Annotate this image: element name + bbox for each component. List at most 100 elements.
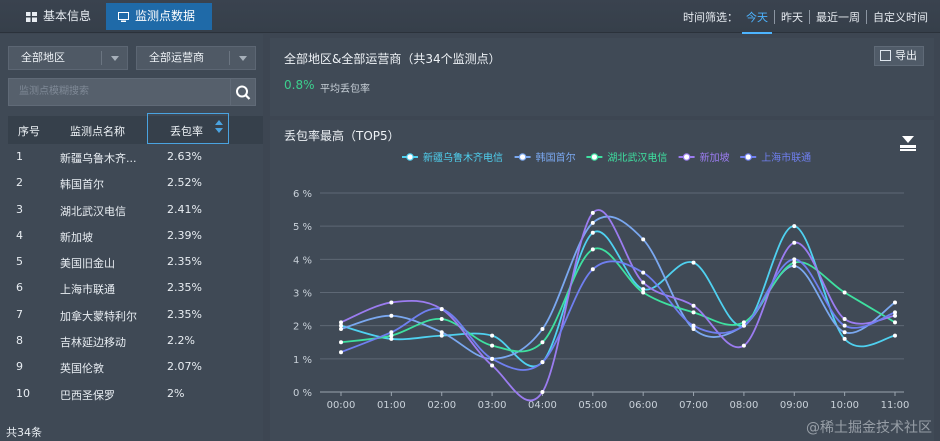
data-point	[641, 290, 646, 295]
row-loss-rate: 2.35%	[167, 255, 202, 269]
top-bar: 基本信息 监测点数据 时间筛选： 今天 昨天 最近一周 自定义时间	[0, 0, 940, 34]
data-point	[490, 343, 495, 348]
row-index: 10	[16, 386, 30, 400]
legend-label: 上海市联通	[761, 151, 811, 164]
data-point	[893, 320, 897, 325]
table-row[interactable]: 6 上海市联通 2.35%	[8, 277, 258, 303]
data-point	[893, 300, 897, 305]
y-tick-label: 3 %	[293, 289, 312, 300]
data-point	[490, 363, 495, 368]
row-index: 3	[16, 202, 23, 216]
header-name: 监测点名称	[70, 125, 125, 138]
carrier-select[interactable]: 全部运营商	[136, 46, 256, 70]
data-point	[792, 240, 797, 245]
series-line	[340, 225, 896, 368]
time-option-today[interactable]: 今天	[740, 9, 774, 34]
row-name: 新加坡	[60, 230, 93, 244]
data-point	[842, 317, 847, 322]
table-body: 1 新疆乌鲁木齐... 2.63% 2 韩国首尔 2.52% 3 湖北武汉电信 2.41% 4 新加…	[8, 146, 258, 409]
table-row[interactable]: 2 韩国首尔 2.52%	[8, 172, 258, 198]
row-loss-rate: 2.41%	[167, 202, 202, 216]
legend-swatch-dot	[744, 153, 753, 161]
row-name: 加拿大蒙特利尔	[60, 309, 137, 323]
table-row[interactable]: 3 湖北武汉电信 2.41%	[8, 199, 258, 225]
data-point	[691, 303, 696, 308]
data-point	[339, 323, 343, 328]
time-option-yesterday[interactable]: 昨天	[781, 10, 803, 24]
region-select[interactable]: 全部地区	[8, 46, 128, 70]
data-point	[691, 260, 696, 265]
y-tick-label: 4 %	[293, 255, 312, 266]
data-point	[792, 257, 797, 262]
data-point	[893, 310, 897, 315]
separator	[809, 9, 810, 24]
row-name: 湖北武汉电信	[60, 204, 126, 218]
x-tick-label: 05:00	[578, 400, 607, 411]
y-tick-label: 5 %	[293, 222, 312, 233]
download-icon[interactable]	[898, 134, 918, 154]
legend-label: 湖北武汉电信	[607, 151, 667, 164]
table-row[interactable]: 10 巴西圣保罗 2%	[8, 383, 258, 409]
left-panel: 全部地区 全部运营商 监测点模糊搜索 序号 监测点名称 丢包率 1 新疆乌鲁木齐.…	[0, 34, 263, 441]
data-point	[540, 340, 545, 345]
time-option-last-week[interactable]: 最近一周	[816, 10, 860, 24]
export-button[interactable]: 导出	[874, 46, 924, 66]
data-point	[641, 270, 646, 275]
data-point	[439, 317, 444, 322]
table-header: 序号 监测点名称 丢包率	[8, 113, 263, 144]
search-icon	[236, 85, 251, 100]
data-point	[439, 307, 444, 312]
time-option-custom[interactable]: 自定义时间	[873, 10, 928, 24]
export-icon	[880, 50, 891, 61]
data-point	[490, 333, 495, 338]
row-name: 巴西圣保罗	[60, 388, 115, 402]
row-loss-rate: 2.35%	[167, 281, 202, 295]
tab-basic-info[interactable]: 基本信息	[14, 3, 103, 30]
row-loss-rate: 2.2%	[167, 334, 195, 348]
row-loss-rate: 2.63%	[167, 150, 202, 163]
x-tick-label: 03:00	[478, 400, 507, 411]
header-loss-rate: 丢包率	[170, 125, 203, 138]
avg-loss-value: 0.8%	[284, 78, 315, 92]
table-row[interactable]: 9 英国伦敦 2.07%	[8, 356, 258, 382]
row-loss-rate: 2.52%	[167, 176, 202, 190]
data-point	[389, 330, 394, 335]
data-point	[439, 330, 444, 335]
x-tick-label: 11:00	[881, 400, 910, 411]
x-tick-label: 01:00	[377, 400, 406, 411]
time-filter: 时间筛选： 今天 昨天 最近一周 自定义时间	[683, 0, 934, 34]
table-row[interactable]: 4 新加坡 2.39%	[8, 225, 258, 251]
data-point	[540, 326, 545, 331]
data-point	[792, 224, 797, 229]
data-point	[590, 267, 595, 272]
data-point	[389, 300, 394, 305]
data-point	[691, 310, 696, 315]
data-point	[792, 260, 797, 265]
export-label: 导出	[895, 49, 917, 62]
tab-monitor-data[interactable]: 监测点数据	[106, 3, 212, 30]
data-point	[741, 320, 746, 325]
table-row[interactable]: 1 新疆乌鲁木齐... 2.63%	[8, 146, 258, 172]
loss-rate-chart: 0 % 1 % 2 % 3 % 4 % 5 % 6 % 00:00 01:00 02:00 03:0…	[293, 151, 910, 411]
data-point	[339, 340, 343, 345]
row-loss-rate: 2%	[167, 386, 185, 400]
search-input[interactable]: 监测点模糊搜索	[8, 78, 231, 106]
x-tick-label: 04:00	[528, 400, 557, 411]
row-index: 9	[16, 360, 23, 374]
data-point	[641, 287, 646, 292]
data-point	[339, 350, 343, 355]
table-row[interactable]: 8 吉林延边移动 2.2%	[8, 330, 258, 356]
data-point	[439, 333, 444, 338]
sort-loss-rate-column[interactable]: 丢包率	[147, 113, 229, 144]
chart-panel: 0 % 1 % 2 % 3 % 4 % 5 % 6 % 00:00 01:00 02:00 03:0…	[270, 120, 934, 441]
row-index: 6	[16, 281, 23, 295]
search-button[interactable]	[231, 78, 256, 106]
avg-loss-label: 平均丢包率	[320, 84, 370, 95]
separator	[774, 9, 775, 24]
table-row[interactable]: 5 美国旧金山 2.35%	[8, 251, 258, 277]
table-row[interactable]: 7 加拿大蒙特利尔 2.35%	[8, 304, 258, 330]
data-point	[389, 336, 394, 341]
data-point	[389, 333, 394, 338]
y-tick-label: 0 %	[293, 388, 312, 399]
legend-swatch-dot	[406, 153, 414, 161]
